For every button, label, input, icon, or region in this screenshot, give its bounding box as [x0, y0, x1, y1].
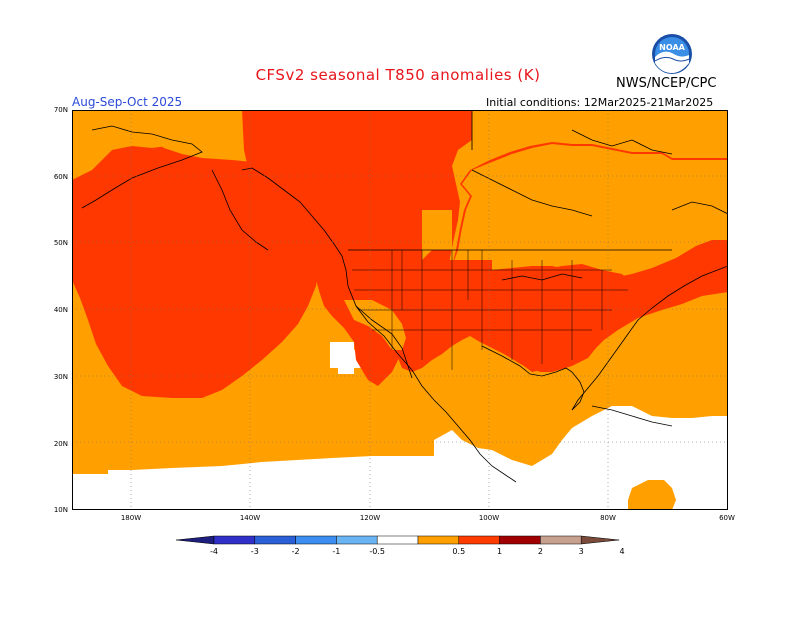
colorbar-tick-label: -3	[250, 547, 259, 556]
lat-label: 70N	[53, 106, 68, 114]
lon-label: 60W	[719, 514, 735, 522]
state-borders	[352, 250, 628, 370]
anomaly-map	[72, 110, 728, 510]
colorbar-swatch	[254, 535, 296, 545]
colorbar-swatch	[376, 535, 419, 545]
coastlines	[81, 110, 728, 483]
colorbar-tick-label: 0.5	[452, 547, 466, 556]
initial-conditions: Initial conditions: 12Mar2025-21Mar2025	[486, 96, 714, 109]
lon-label: 140W	[239, 514, 261, 522]
lat-label: 50N	[53, 239, 68, 248]
anomaly-field-white-pacific	[330, 342, 362, 374]
colorbar-tick-label: -4	[210, 547, 218, 556]
colorbar-swatch	[295, 535, 337, 545]
colorbar-swatch	[540, 535, 582, 545]
lon-label: 180W	[120, 514, 142, 522]
colorbar-swatch	[417, 535, 460, 545]
colorbar-arrow-low	[175, 535, 215, 545]
lat-label: 10N	[53, 506, 68, 515]
colorbar-tick-label: 2	[537, 547, 543, 556]
valid-period: Aug-Sep-Oct 2025	[72, 95, 183, 109]
colorbar-tick-label: 1	[497, 547, 503, 556]
lat-label: 60N	[53, 172, 68, 181]
noaa-logo-icon: NOAA	[652, 34, 692, 74]
colorbar-arrow-high	[580, 535, 620, 545]
colorbar-swatch	[458, 535, 500, 545]
lat-label: 20N	[53, 439, 68, 448]
colorbar-swatch	[499, 535, 541, 545]
lat-label: 40N	[53, 306, 68, 315]
colorbar-swatch	[336, 535, 378, 545]
agency-label: NWS/NCEP/CPC	[616, 76, 717, 91]
lat-label: 30N	[53, 372, 68, 381]
colorbar-tick-label: -0.5	[369, 547, 385, 556]
map-title: CFSv2 seasonal T850 anomalies (K)	[255, 66, 541, 84]
anomaly-field-red-conus	[242, 110, 472, 386]
lon-label: 80W	[600, 514, 616, 522]
graticule	[72, 110, 728, 510]
lon-label: 100W	[478, 514, 500, 522]
colorbar-tick-label: -1	[332, 547, 341, 556]
colorbar-swatch	[213, 535, 256, 545]
colorbar-tick-label: 3	[578, 547, 584, 556]
colorbar-tick-label: 4	[619, 547, 625, 556]
colorbar-tick-label: -2	[291, 547, 300, 556]
svg-text:NOAA: NOAA	[659, 43, 685, 52]
anomaly-field-white-south	[72, 406, 728, 510]
lon-label: 120W	[359, 514, 381, 522]
